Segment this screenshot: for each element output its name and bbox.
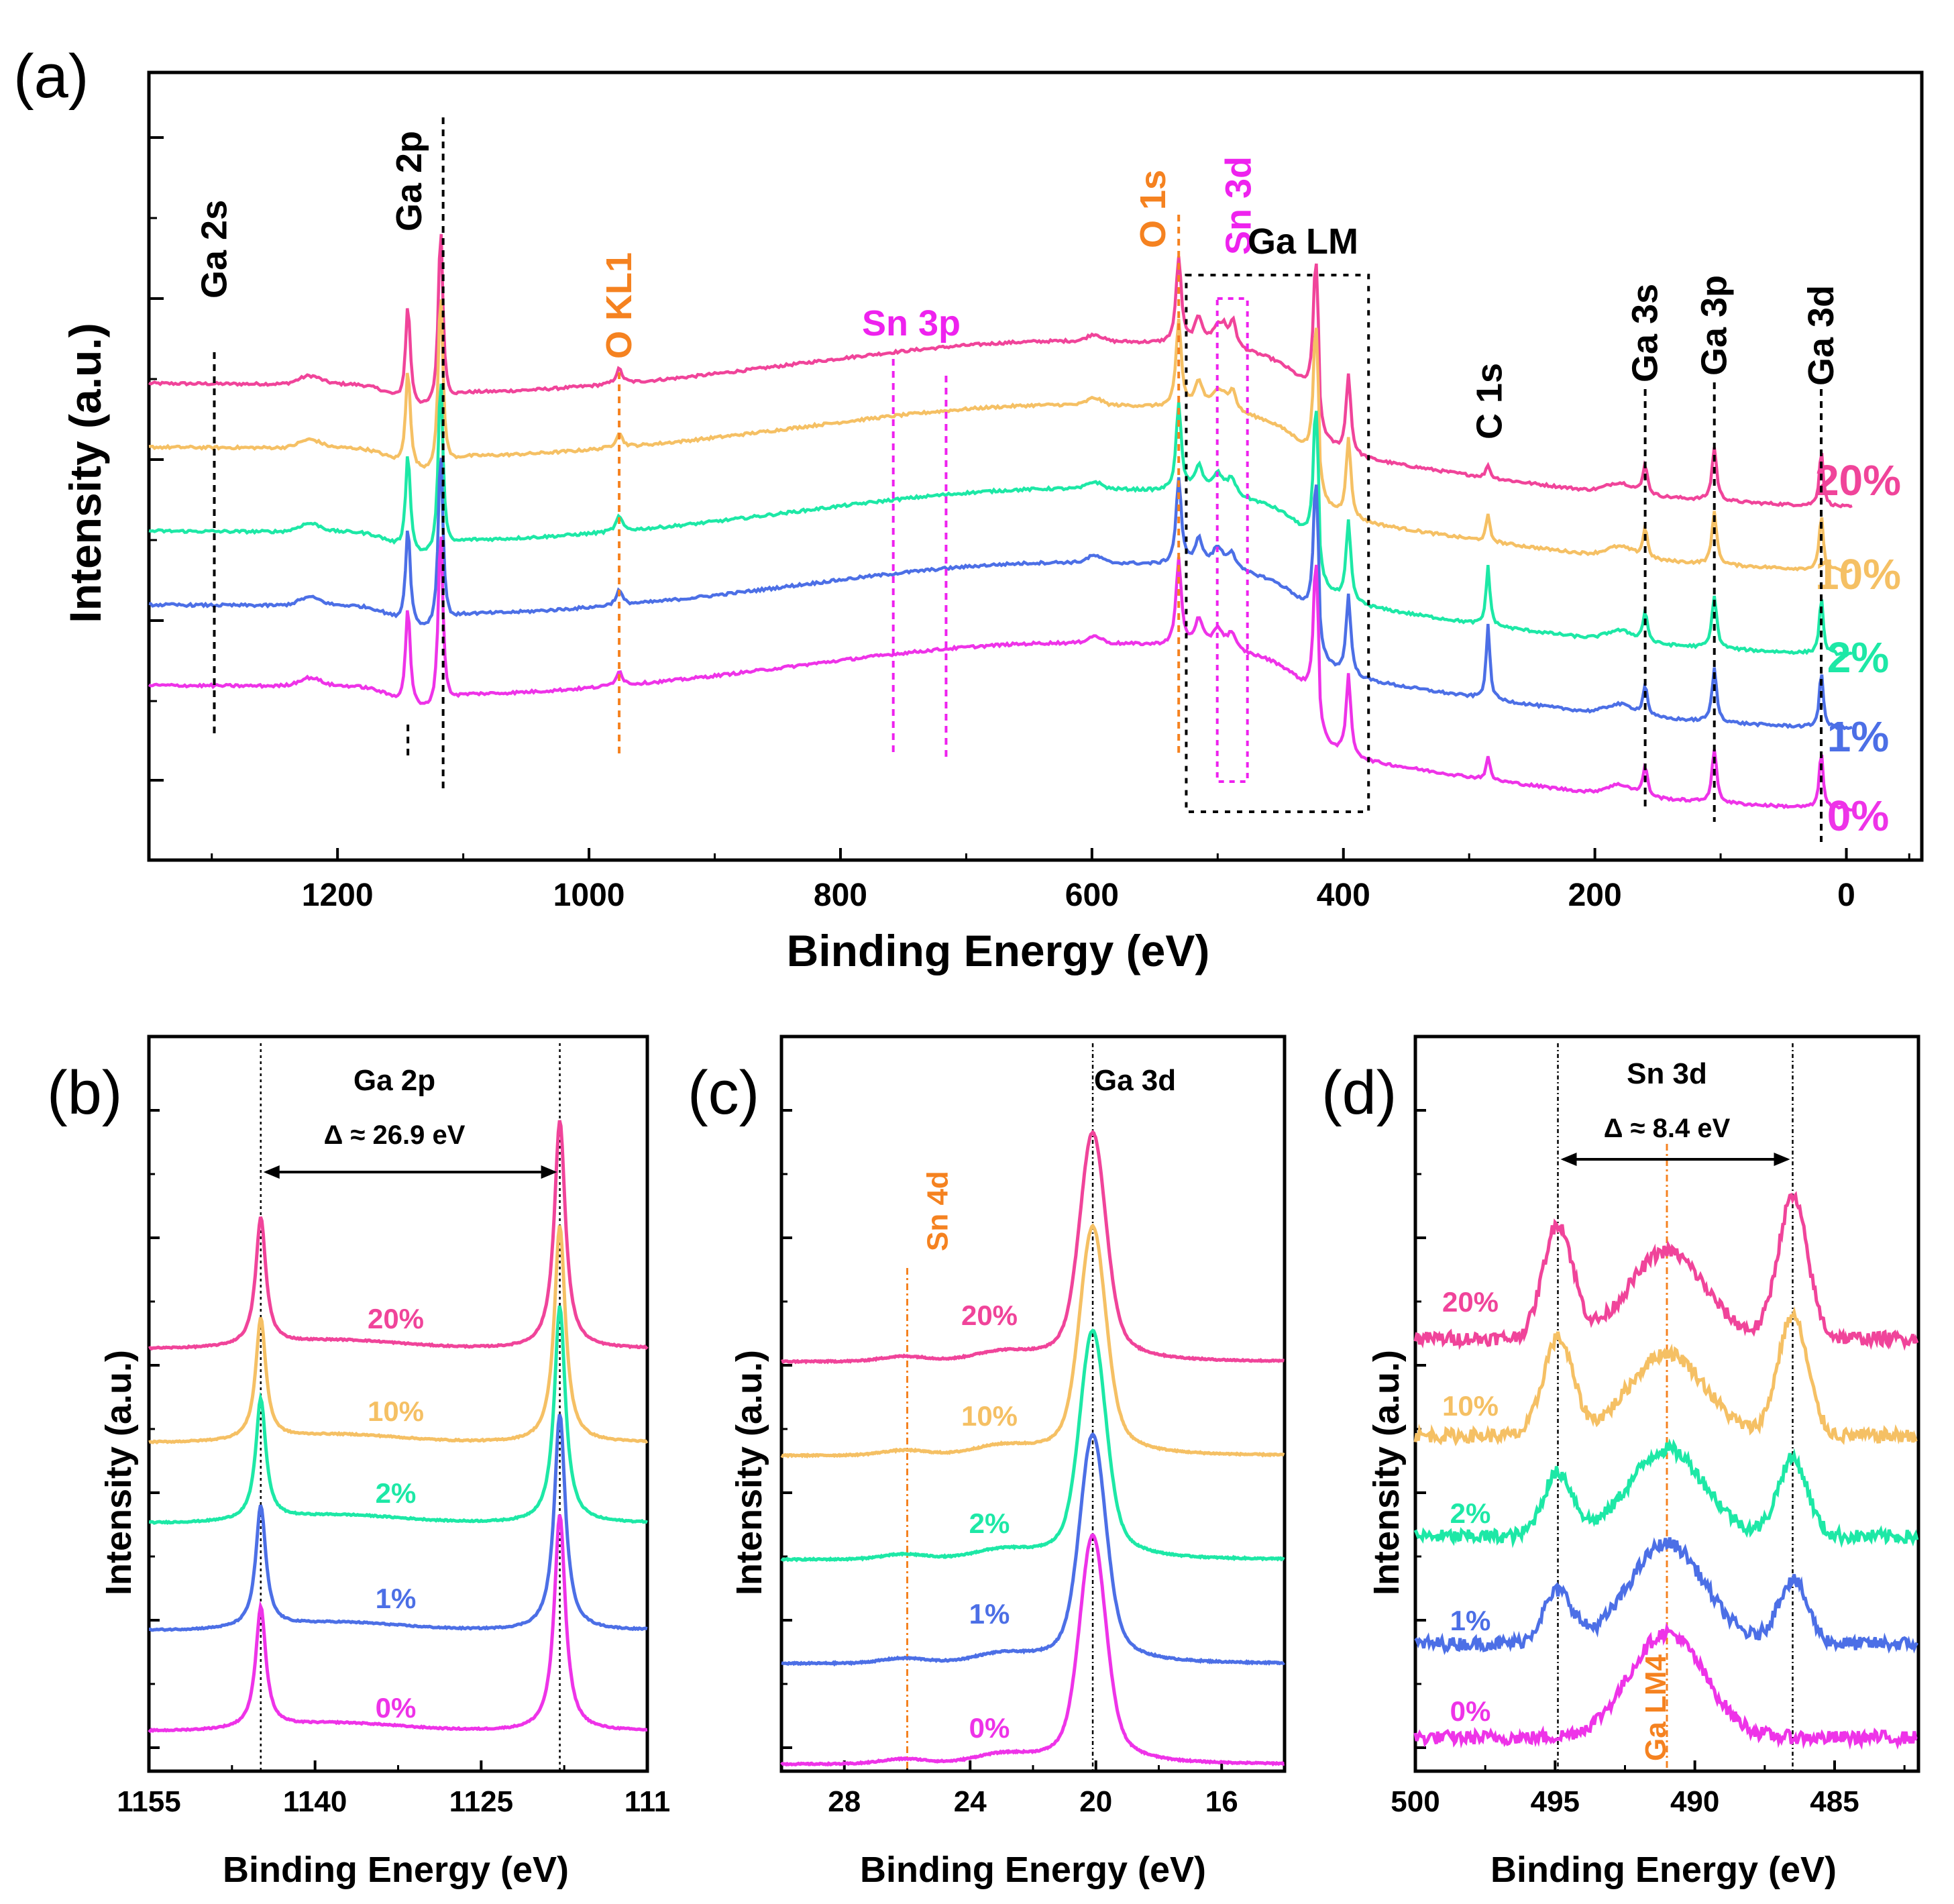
panel-d-line-0%: [1413, 1622, 1918, 1750]
peak-box-galm: [1185, 274, 1370, 813]
panel-c-ylabel: Intensity (a.u.): [729, 1350, 769, 1595]
panel-d-title: Sn 3d: [1627, 1057, 1707, 1090]
panel-d-label: (d): [1321, 1059, 1397, 1127]
panel-a-xtick-label: 400: [1317, 878, 1370, 913]
panel-b-legend-1%: 1%: [376, 1583, 417, 1614]
panel-c-line-2%: [780, 1328, 1285, 1563]
panel-a-xtick-label: 1200: [302, 878, 374, 913]
survey-legend-10%: 10%: [1815, 550, 1901, 598]
panel-a-xtick-label: 600: [1065, 878, 1119, 913]
panel-c-legend-2%: 2%: [969, 1508, 1010, 1539]
panel-c-legend-1%: 1%: [969, 1598, 1010, 1630]
panel-a-xtick-label: 0: [1837, 878, 1855, 913]
panel-d-xtick-label: 490: [1670, 1785, 1719, 1818]
panel-b-ylabel: Intensity (a.u.): [99, 1350, 139, 1595]
panel-b-label: (b): [47, 1059, 122, 1127]
panel-b-line-20%: [148, 1120, 649, 1351]
peak-label-ga2p: Ga 2p: [389, 131, 429, 231]
survey-line-1%: [148, 458, 1853, 731]
panel-b-legend-10%: 10%: [368, 1395, 424, 1427]
peak-label-c1s: C 1s: [1469, 363, 1509, 439]
panel-d-line-2%: [1413, 1438, 1919, 1548]
panel-d-xtick-label: 500: [1391, 1785, 1440, 1818]
panel-d-galm4-label: Ga LM4: [1639, 1654, 1672, 1761]
survey-legend-2%: 2%: [1827, 633, 1890, 682]
panel-b-xtick-label: 1155: [117, 1785, 180, 1818]
panel-b-line-0%: [148, 1514, 648, 1734]
panel-c-legend-20%: 20%: [961, 1300, 1018, 1331]
panel-c-legend-0%: 0%: [969, 1712, 1010, 1744]
panel-b-title: Ga 2p: [354, 1064, 435, 1097]
panel-c-xtick-label: 24: [954, 1785, 987, 1818]
panel-d-xlabel: Binding Energy (eV): [1490, 1850, 1837, 1890]
peak-label-ga3s: Ga 3s: [1625, 284, 1666, 382]
panel-d-line-1%: [1414, 1537, 1919, 1656]
panel-a-xtick-label: 800: [814, 878, 867, 913]
panel-a-ylabel: Intensity (a.u.): [60, 323, 110, 623]
peak-label-ga3d: Ga 3d: [1801, 285, 1841, 386]
panel-b-line-10%: [148, 1225, 649, 1445]
panel-c-line-20%: [781, 1130, 1285, 1365]
panel-d-xtick-label: 485: [1810, 1785, 1859, 1818]
panel-a-xtick-label: 200: [1568, 878, 1622, 913]
panel-c-legend-10%: 10%: [961, 1400, 1018, 1432]
survey-line-2%: [148, 383, 1853, 658]
panel-c-line-0%: [780, 1533, 1285, 1767]
panel-b-xlabel: Binding Energy (eV): [223, 1850, 569, 1890]
survey-line-0%: [148, 536, 1852, 812]
peak-label-ga3p: Ga 3p: [1694, 275, 1735, 376]
panel-b-xtick-label: 111: [625, 1785, 671, 1818]
panel-c-xtick-label: 20: [1079, 1785, 1112, 1818]
panel-b-legend-20%: 20%: [368, 1303, 424, 1334]
panel-c-xtick-label: 28: [828, 1785, 861, 1818]
survey-line-20%: [148, 233, 1853, 509]
panel-d-delta-arrowhead-right: [1774, 1153, 1790, 1166]
peak-box-sn3d: [1215, 297, 1249, 783]
panel-d-delta-label: Δ ≈ 8.4 eV: [1604, 1114, 1731, 1143]
panel-b-line-1%: [149, 1414, 648, 1632]
peak-label-sn3p: Sn 3p: [862, 303, 961, 343]
panel-c-xtick-label: 16: [1205, 1785, 1238, 1818]
peak-label-galm: Ga LM: [1248, 221, 1358, 262]
plot-marks: 1200 1000 800 600 400 200 0 20% 10% 2% 1% 0% Ga 2s Ga…: [117, 70, 1924, 1818]
panel-a-xlabel: Binding Energy (eV): [787, 926, 1210, 975]
panel-a-frame: [147, 70, 1924, 862]
panel-d-legend-20%: 20%: [1442, 1286, 1499, 1318]
panel-d-line-10%: [1413, 1306, 1918, 1446]
survey-legend-0%: 0%: [1827, 792, 1890, 840]
panel-d-xtick-label: 495: [1531, 1785, 1580, 1818]
peak-label-ga2s: Ga 2s: [194, 200, 234, 299]
panel-d-legend-2%: 2%: [1450, 1497, 1491, 1529]
panel-c-title: Ga 3d: [1094, 1064, 1176, 1097]
peak-label-o1s: O 1s: [1133, 170, 1173, 248]
panel-d-line-20%: [1413, 1191, 1919, 1351]
panel-c-line-1%: [781, 1432, 1285, 1667]
panel-a-label: (a): [13, 42, 89, 111]
panel-b-line-2%: [148, 1305, 648, 1525]
panel-d-ylabel: Intensity (a.u.): [1366, 1350, 1407, 1595]
panel-c-label: (c): [688, 1059, 759, 1127]
panel-d-frame: [1413, 1035, 1920, 1773]
panel-c-xlabel: Binding Energy (eV): [860, 1850, 1206, 1890]
panel-b-xtick-label: 1125: [449, 1785, 513, 1818]
survey-line-10%: [148, 299, 1853, 574]
peak-label-sn3d: Sn 3d: [1219, 156, 1259, 255]
panel-d-legend-10%: 10%: [1442, 1390, 1499, 1422]
panel-c-sn4d-label: Sn 4d: [922, 1171, 955, 1251]
panel-a-xtick-label: 1000: [553, 878, 625, 913]
panel-d-legend-0%: 0%: [1450, 1695, 1491, 1727]
panel-b-delta-arrowhead-right: [541, 1165, 557, 1179]
peak-label-okl1: O KL1: [599, 252, 639, 359]
panel-b-legend-0%: 0%: [376, 1692, 417, 1724]
survey-legend-1%: 1%: [1827, 712, 1890, 761]
survey-legend-20%: 20%: [1815, 456, 1901, 505]
panel-b-legend-2%: 2%: [376, 1477, 417, 1509]
panel-c-line-10%: [780, 1223, 1285, 1459]
panel-d-legend-1%: 1%: [1450, 1605, 1491, 1636]
panel-b-delta-arrowhead-left: [263, 1165, 280, 1179]
panel-d-delta-arrowhead-left: [1560, 1153, 1577, 1166]
panel-b-xtick-label: 1140: [283, 1785, 347, 1818]
panel-b-delta-label: Δ ≈ 26.9 eV: [324, 1120, 466, 1150]
